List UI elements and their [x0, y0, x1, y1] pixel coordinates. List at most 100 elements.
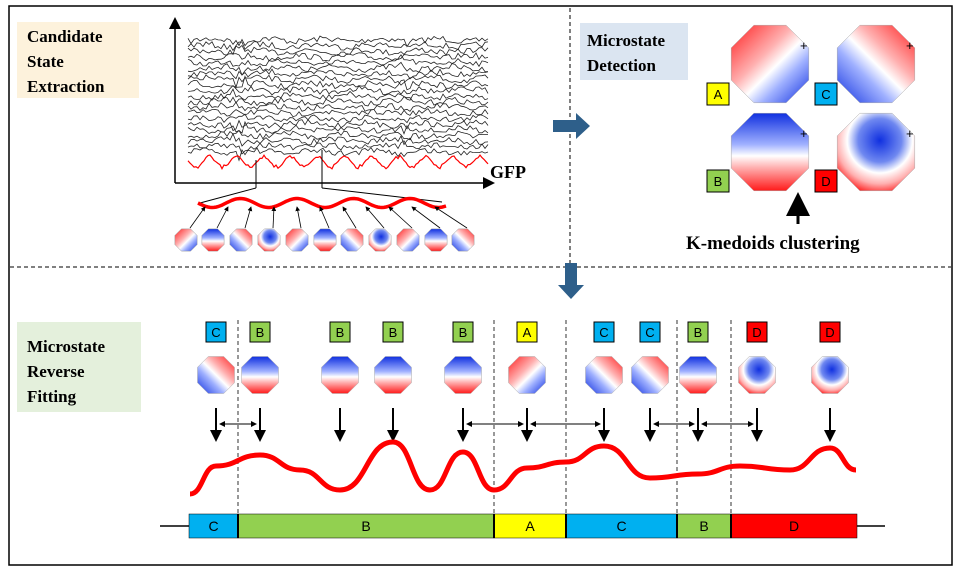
timeline-segment-label: D — [789, 518, 799, 534]
eeg-channel-trace — [187, 35, 489, 48]
timeline-segment-c — [188, 513, 239, 539]
prototype-badge — [814, 169, 838, 193]
candidate-map — [396, 228, 420, 252]
candidate-state-label: Candidate State Extraction — [17, 22, 139, 98]
prototype-badge-label: C — [821, 87, 830, 102]
eeg-channel-trace — [187, 52, 489, 62]
fit-badge-label: D — [825, 325, 834, 340]
timeline-segment-b — [237, 513, 495, 539]
fit-badge — [452, 321, 474, 343]
fit-badge — [746, 321, 768, 343]
fit-badge — [516, 321, 538, 343]
prototype-maps: + A + C + B + D — [706, 24, 916, 193]
fit-badge-label: C — [645, 325, 654, 340]
timeline-segment-label: B — [699, 518, 708, 534]
plus-icon: + — [800, 38, 808, 53]
eeg-channel-trace — [187, 101, 489, 112]
eeg-axes: GFP — [169, 17, 526, 189]
eeg-channel-trace — [187, 140, 489, 155]
eeg-channel-trace — [187, 129, 489, 141]
candidate-map — [368, 228, 392, 252]
fit-badge — [639, 321, 661, 343]
fit-badge-label: A — [523, 325, 532, 340]
timeline-segment-c — [565, 513, 678, 539]
eeg-channel-trace — [187, 146, 489, 162]
eeg-channel-trace — [187, 113, 489, 124]
prototype-map-a — [730, 24, 810, 104]
eeg-channel-trace — [187, 85, 489, 96]
prototype-badge-label: B — [714, 174, 723, 189]
eeg-channel-trace — [187, 61, 488, 76]
prototype-map-d — [836, 112, 916, 192]
fit-badge-label: C — [211, 325, 220, 340]
candidate-map — [229, 228, 253, 252]
fit-badge-label: B — [256, 325, 265, 340]
fit-badge — [329, 321, 351, 343]
plus-icon: + — [906, 126, 914, 141]
gfp-peaks-curve — [197, 196, 447, 210]
eeg-traces — [187, 35, 489, 162]
fit-map — [197, 356, 235, 394]
prototype-map-b — [730, 112, 810, 192]
fit-maps — [197, 356, 849, 394]
fit-map — [679, 356, 717, 394]
candidate-map — [424, 228, 448, 252]
eeg-channel-trace — [187, 74, 489, 89]
fit-arrows — [210, 408, 836, 442]
down-arrow-icon — [558, 263, 584, 299]
fitted-gfp-curve — [189, 439, 857, 497]
gfp-label: GFP — [490, 162, 526, 182]
prototype-badge-label: D — [821, 174, 830, 189]
eeg-channel-trace — [187, 44, 489, 57]
fit-map — [374, 356, 412, 394]
candidate-map — [285, 228, 309, 252]
candidate-map — [174, 228, 198, 252]
right-arrow-icon — [553, 113, 590, 139]
fit-map — [241, 356, 279, 394]
fit-badge-label: C — [599, 325, 608, 340]
candidate-map — [340, 228, 364, 252]
fit-map — [508, 356, 546, 394]
eeg-channel-trace — [187, 54, 489, 68]
timeline-segment-label: C — [616, 518, 626, 534]
segment-boundaries — [237, 320, 732, 514]
eeg-channel-trace — [187, 68, 489, 80]
timeline-segment-d — [730, 513, 858, 539]
plus-icon: + — [906, 38, 914, 53]
fit-map — [738, 356, 776, 394]
fit-badge — [819, 321, 841, 343]
fit-map — [631, 356, 669, 394]
prototype-badge-label: A — [714, 87, 723, 102]
peak-extraction-lines — [199, 150, 443, 204]
fit-badge-label: B — [389, 325, 398, 340]
clustering-label: K-medoids clustering — [686, 233, 860, 254]
eeg-channel-trace — [187, 41, 489, 52]
eeg-channel-trace — [187, 75, 489, 91]
fit-badge-label: B — [694, 325, 703, 340]
plus-icon: + — [800, 126, 808, 141]
candidate-map — [451, 228, 475, 252]
eeg-channel-trace — [187, 132, 489, 147]
prototype-map-c — [836, 24, 916, 104]
candidate-map — [313, 228, 337, 252]
fit-badge-label: B — [459, 325, 468, 340]
timeline-segment-label: C — [208, 518, 218, 534]
fit-map — [585, 356, 623, 394]
eeg-channel-trace — [187, 96, 489, 107]
fit-map — [321, 356, 359, 394]
outer-frame — [8, 5, 953, 566]
eeg-channel-trace — [187, 119, 489, 132]
microstate-fitting-label: Microstate Reverse Fitting — [17, 322, 141, 412]
fit-badge — [249, 321, 271, 343]
timeline-segment-label: A — [525, 518, 535, 534]
fit-badge — [205, 321, 227, 343]
candidate-map — [201, 228, 225, 252]
eeg-channel-trace — [187, 108, 489, 118]
fit-badge — [687, 321, 709, 343]
prototype-badge — [814, 82, 838, 106]
